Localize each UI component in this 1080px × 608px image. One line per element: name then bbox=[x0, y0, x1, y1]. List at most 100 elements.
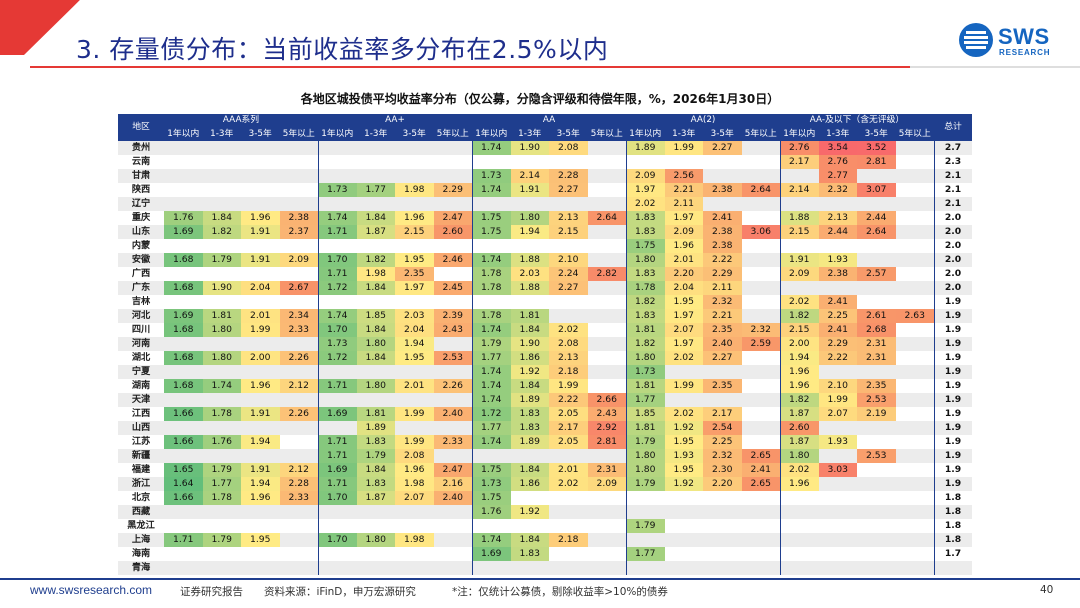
value-cell bbox=[896, 225, 935, 239]
value-cell bbox=[896, 393, 935, 407]
value-cell: 1.71 bbox=[318, 225, 357, 239]
value-cell bbox=[472, 155, 511, 169]
value-cell bbox=[549, 547, 588, 561]
value-cell: 1.96 bbox=[241, 379, 280, 393]
value-cell: 1.98 bbox=[395, 533, 434, 547]
value-cell bbox=[819, 547, 858, 561]
value-cell bbox=[318, 169, 357, 183]
value-cell bbox=[742, 519, 781, 533]
value-cell bbox=[357, 155, 396, 169]
value-cell bbox=[203, 337, 242, 351]
row-stripe bbox=[118, 561, 972, 575]
value-cell: 2.13 bbox=[549, 351, 588, 365]
value-cell: 2.11 bbox=[703, 281, 742, 295]
value-cell bbox=[549, 449, 588, 463]
total-cell: 1.9 bbox=[944, 464, 962, 475]
value-cell: 2.02 bbox=[549, 477, 588, 491]
value-cell: 2.57 bbox=[857, 267, 896, 281]
value-cell: 2.04 bbox=[395, 323, 434, 337]
group-header: AA bbox=[472, 114, 626, 127]
footer-url[interactable]: www.swsresearch.com bbox=[30, 583, 153, 597]
value-cell bbox=[819, 505, 858, 519]
total-cell: 1.9 bbox=[944, 338, 962, 349]
region-cell: 浙江 bbox=[131, 478, 151, 489]
value-cell: 1.94 bbox=[241, 477, 280, 491]
value-cell: 1.82 bbox=[356, 253, 395, 267]
value-cell bbox=[280, 519, 319, 533]
value-cell: 2.28 bbox=[279, 477, 318, 491]
value-cell: 1.74 bbox=[472, 323, 511, 337]
value-cell: 2.09 bbox=[626, 169, 665, 183]
value-cell bbox=[203, 169, 242, 183]
value-cell bbox=[780, 561, 819, 575]
footer-divider bbox=[0, 578, 1080, 580]
value-cell: 2.01 bbox=[664, 253, 703, 267]
value-cell bbox=[742, 547, 781, 561]
value-cell bbox=[318, 547, 357, 561]
value-cell: 1.68 bbox=[164, 379, 203, 393]
logo-text: SWS bbox=[998, 24, 1050, 49]
value-cell bbox=[280, 393, 319, 407]
total-cell: 1.9 bbox=[944, 436, 962, 447]
region-cell: 河南 bbox=[131, 338, 151, 349]
value-cell: 1.77 bbox=[356, 183, 395, 197]
value-cell bbox=[280, 197, 319, 211]
value-cell: 2.15 bbox=[395, 225, 434, 239]
value-cell: 2.76 bbox=[780, 141, 819, 155]
value-cell: 1.81 bbox=[510, 309, 549, 323]
value-cell: 1.70 bbox=[318, 491, 357, 505]
total-cell: 2.0 bbox=[944, 226, 962, 237]
value-cell bbox=[857, 519, 896, 533]
footer-note: *注：仅统计公募债，剔除收益率>10%的债券 bbox=[452, 586, 668, 598]
value-cell bbox=[241, 295, 280, 309]
value-cell bbox=[434, 239, 473, 253]
value-cell: 1.82 bbox=[202, 225, 241, 239]
value-cell bbox=[703, 155, 742, 169]
value-cell: 1.69 bbox=[164, 309, 203, 323]
value-cell bbox=[549, 561, 588, 575]
value-cell: 2.28 bbox=[549, 169, 588, 183]
value-cell bbox=[896, 505, 935, 519]
value-cell: 2.25 bbox=[818, 309, 857, 323]
total-cell: 2.0 bbox=[944, 240, 962, 251]
value-cell bbox=[434, 295, 473, 309]
term-header: 1-3年 bbox=[356, 127, 395, 141]
table-title: 各地区城投债平均收益率分布（仅公募，分隐含评级和待偿年限，%，2026年1月30… bbox=[300, 92, 780, 106]
value-cell: 2.43 bbox=[587, 407, 626, 421]
value-cell: 1.80 bbox=[510, 211, 549, 225]
total-cell: 1.9 bbox=[944, 324, 962, 335]
value-cell: 2.40 bbox=[433, 491, 472, 505]
value-cell bbox=[164, 141, 203, 155]
value-cell: 1.70 bbox=[318, 533, 357, 547]
value-cell bbox=[626, 533, 665, 547]
value-cell: 2.64 bbox=[741, 183, 780, 197]
value-cell: 1.88 bbox=[510, 253, 549, 267]
value-cell: 1.80 bbox=[356, 337, 395, 351]
region-cell: 广西 bbox=[131, 268, 151, 279]
region-cell: 安徽 bbox=[131, 254, 151, 265]
value-cell bbox=[280, 547, 319, 561]
value-cell bbox=[742, 295, 781, 309]
value-cell bbox=[742, 435, 781, 449]
term-header: 5年以上 bbox=[433, 127, 472, 141]
total-cell: 2.0 bbox=[944, 282, 962, 293]
value-cell: 1.82 bbox=[780, 309, 819, 323]
value-cell: 1.90 bbox=[202, 281, 241, 295]
value-cell: 1.84 bbox=[356, 463, 395, 477]
value-cell: 2.02 bbox=[549, 323, 588, 337]
value-cell: 1.93 bbox=[664, 449, 703, 463]
region-cell: 上海 bbox=[131, 534, 151, 545]
value-cell bbox=[665, 561, 704, 575]
total-cell: 2.3 bbox=[944, 156, 962, 167]
value-cell bbox=[742, 533, 781, 547]
value-cell bbox=[203, 421, 242, 435]
value-cell: 2.31 bbox=[857, 337, 896, 351]
value-cell bbox=[896, 533, 935, 547]
value-cell: 2.32 bbox=[818, 183, 857, 197]
region-cell: 河北 bbox=[131, 310, 151, 321]
value-cell: 1.96 bbox=[241, 491, 280, 505]
region-cell: 江西 bbox=[131, 408, 151, 419]
value-cell bbox=[203, 365, 242, 379]
total-cell: 1.9 bbox=[944, 366, 962, 377]
value-cell bbox=[357, 295, 396, 309]
